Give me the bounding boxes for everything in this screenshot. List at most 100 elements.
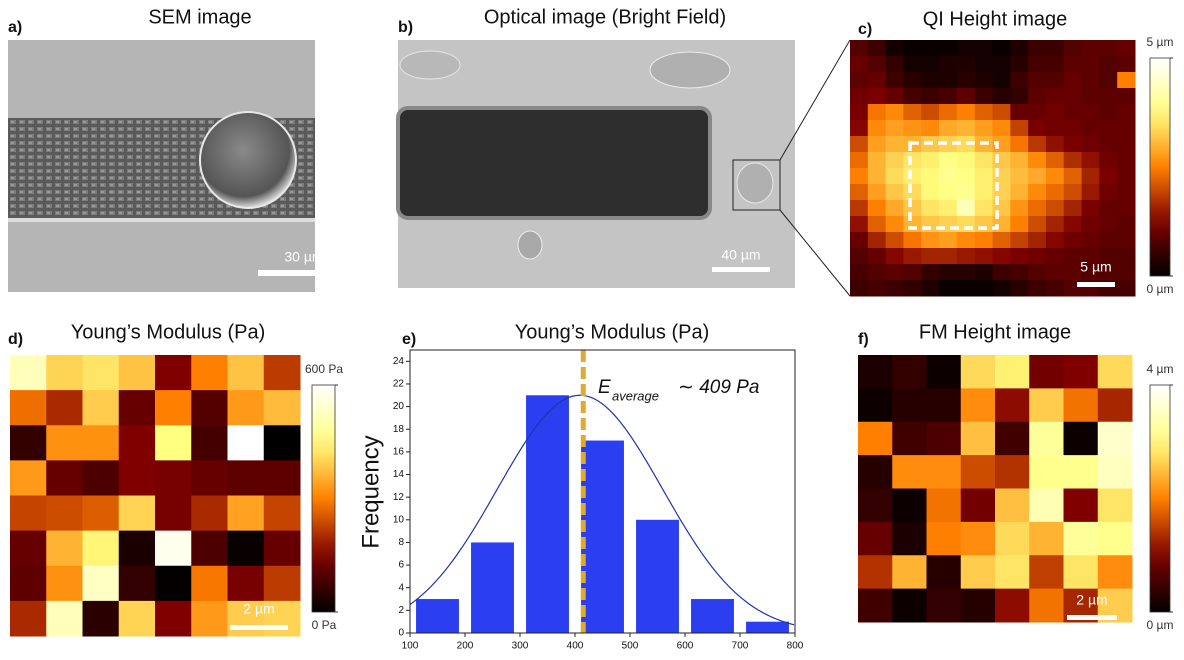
heatmap-cell [1117,120,1135,137]
heatmap-cell [993,120,1011,137]
heatmap-cell [83,566,120,602]
heatmap-cell [850,216,868,233]
heatmap-cell [927,489,962,523]
heatmap-cell [1099,168,1117,185]
heatmap-cell [975,232,993,249]
heatmap-cell [1046,264,1064,281]
heatmap-cell [119,460,156,496]
heatmap-cell [961,388,996,422]
heatmap-cell [886,200,904,217]
heatmap-cell [1028,248,1046,265]
heatmap-cell [868,248,886,265]
heatmap-cell [1082,216,1100,233]
panel-title: Young’s Modulus (Pa) [71,321,266,343]
heatmap-cell [264,425,301,461]
heatmap-cell [993,248,1011,265]
heatmap-cell [868,232,886,249]
heatmap-cell [1029,422,1064,456]
panel-label: a) [8,19,22,36]
y-tick-label: 8 [398,537,404,548]
heatmap-cell [1099,72,1117,89]
heatmap-cell [975,72,993,89]
heatmap-cell [1029,555,1064,589]
heatmap-cell [850,88,868,105]
panel-label: f) [858,331,869,348]
heatmap-cell [886,232,904,249]
heatmap-cell [892,355,927,389]
heatmap-cell [995,589,1030,623]
heatmap-cell [228,496,265,532]
heatmap-cell [858,455,893,489]
heatmap-cell [155,425,192,461]
heatmap-cell [191,355,228,391]
heatmap-cell [46,566,83,602]
histogram-bar [691,599,734,633]
heatmap-cell [993,40,1011,57]
heatmap-cell [957,120,975,137]
heatmap-cell [939,280,957,297]
heatmap-cell [993,72,1011,89]
heatmap-cell [957,72,975,89]
heatmap-cell [1028,40,1046,57]
heatmap-cell [1010,168,1028,185]
heatmap-cell [939,200,957,217]
heatmap-cell [993,104,1011,121]
heatmap-cell [191,566,228,602]
heatmap-cell [1117,216,1135,233]
heatmap-cell [961,555,996,589]
heatmap-cell [858,355,893,389]
heatmap-cell [191,425,228,461]
heatmap-cell [1082,136,1100,153]
heatmap-cell [1082,184,1100,201]
heatmap-cell [868,104,886,121]
heatmap-cell [1117,88,1135,105]
y-tick-label: 20 [393,401,405,412]
heatmap-cell [975,152,993,169]
heatmap-cell [903,56,921,73]
heatmap-cell [1117,152,1135,169]
heatmap-cell [46,601,83,637]
heatmap-cell [1082,168,1100,185]
heatmap-cell [1099,88,1117,105]
histogram-bar [416,599,459,633]
heatmap-cell [1117,40,1135,57]
heatmap-cell [957,88,975,105]
heatmap-cell [850,184,868,201]
heatmap-cell [921,264,939,281]
heatmap-cell [1064,104,1082,121]
heatmap-cell [1028,280,1046,297]
heatmap-cell [993,88,1011,105]
histogram-bar [636,520,679,633]
heatmap-cell [1082,200,1100,217]
heatmap-cell [995,489,1030,523]
heatmap-cell [155,601,192,637]
heatmap-cell [903,248,921,265]
annotation-text: ∼ 409 Pa [678,377,759,398]
heatmap-cell [1082,72,1100,89]
heatmap-cell [1064,88,1082,105]
heatmap-cell [1046,40,1064,57]
x-tick-label: 100 [402,641,419,652]
heatmap-cell [995,522,1030,556]
heatmap-cell [975,56,993,73]
heatmap-cell [868,120,886,137]
heatmap-cell [886,104,904,121]
heatmap-cell [1082,88,1100,105]
heatmap-cell [892,455,927,489]
heatmap-cell [886,216,904,233]
heatmap-cell [10,601,47,637]
heatmap-cell [927,455,962,489]
heatmap-cell [1010,40,1028,57]
heatmap-cell [892,489,927,523]
heatmap-cell [957,200,975,217]
heatmap-cell [927,522,962,556]
heatmap-cell [1082,120,1100,137]
heatmap-cell [957,216,975,233]
heatmap-cell [858,555,893,589]
heatmap-cell [939,120,957,137]
heatmap-cell [1046,152,1064,169]
panel-label: e) [402,331,416,348]
heatmap-cell [264,460,301,496]
heatmap-cell [868,136,886,153]
heatmap-cell [1099,136,1117,153]
